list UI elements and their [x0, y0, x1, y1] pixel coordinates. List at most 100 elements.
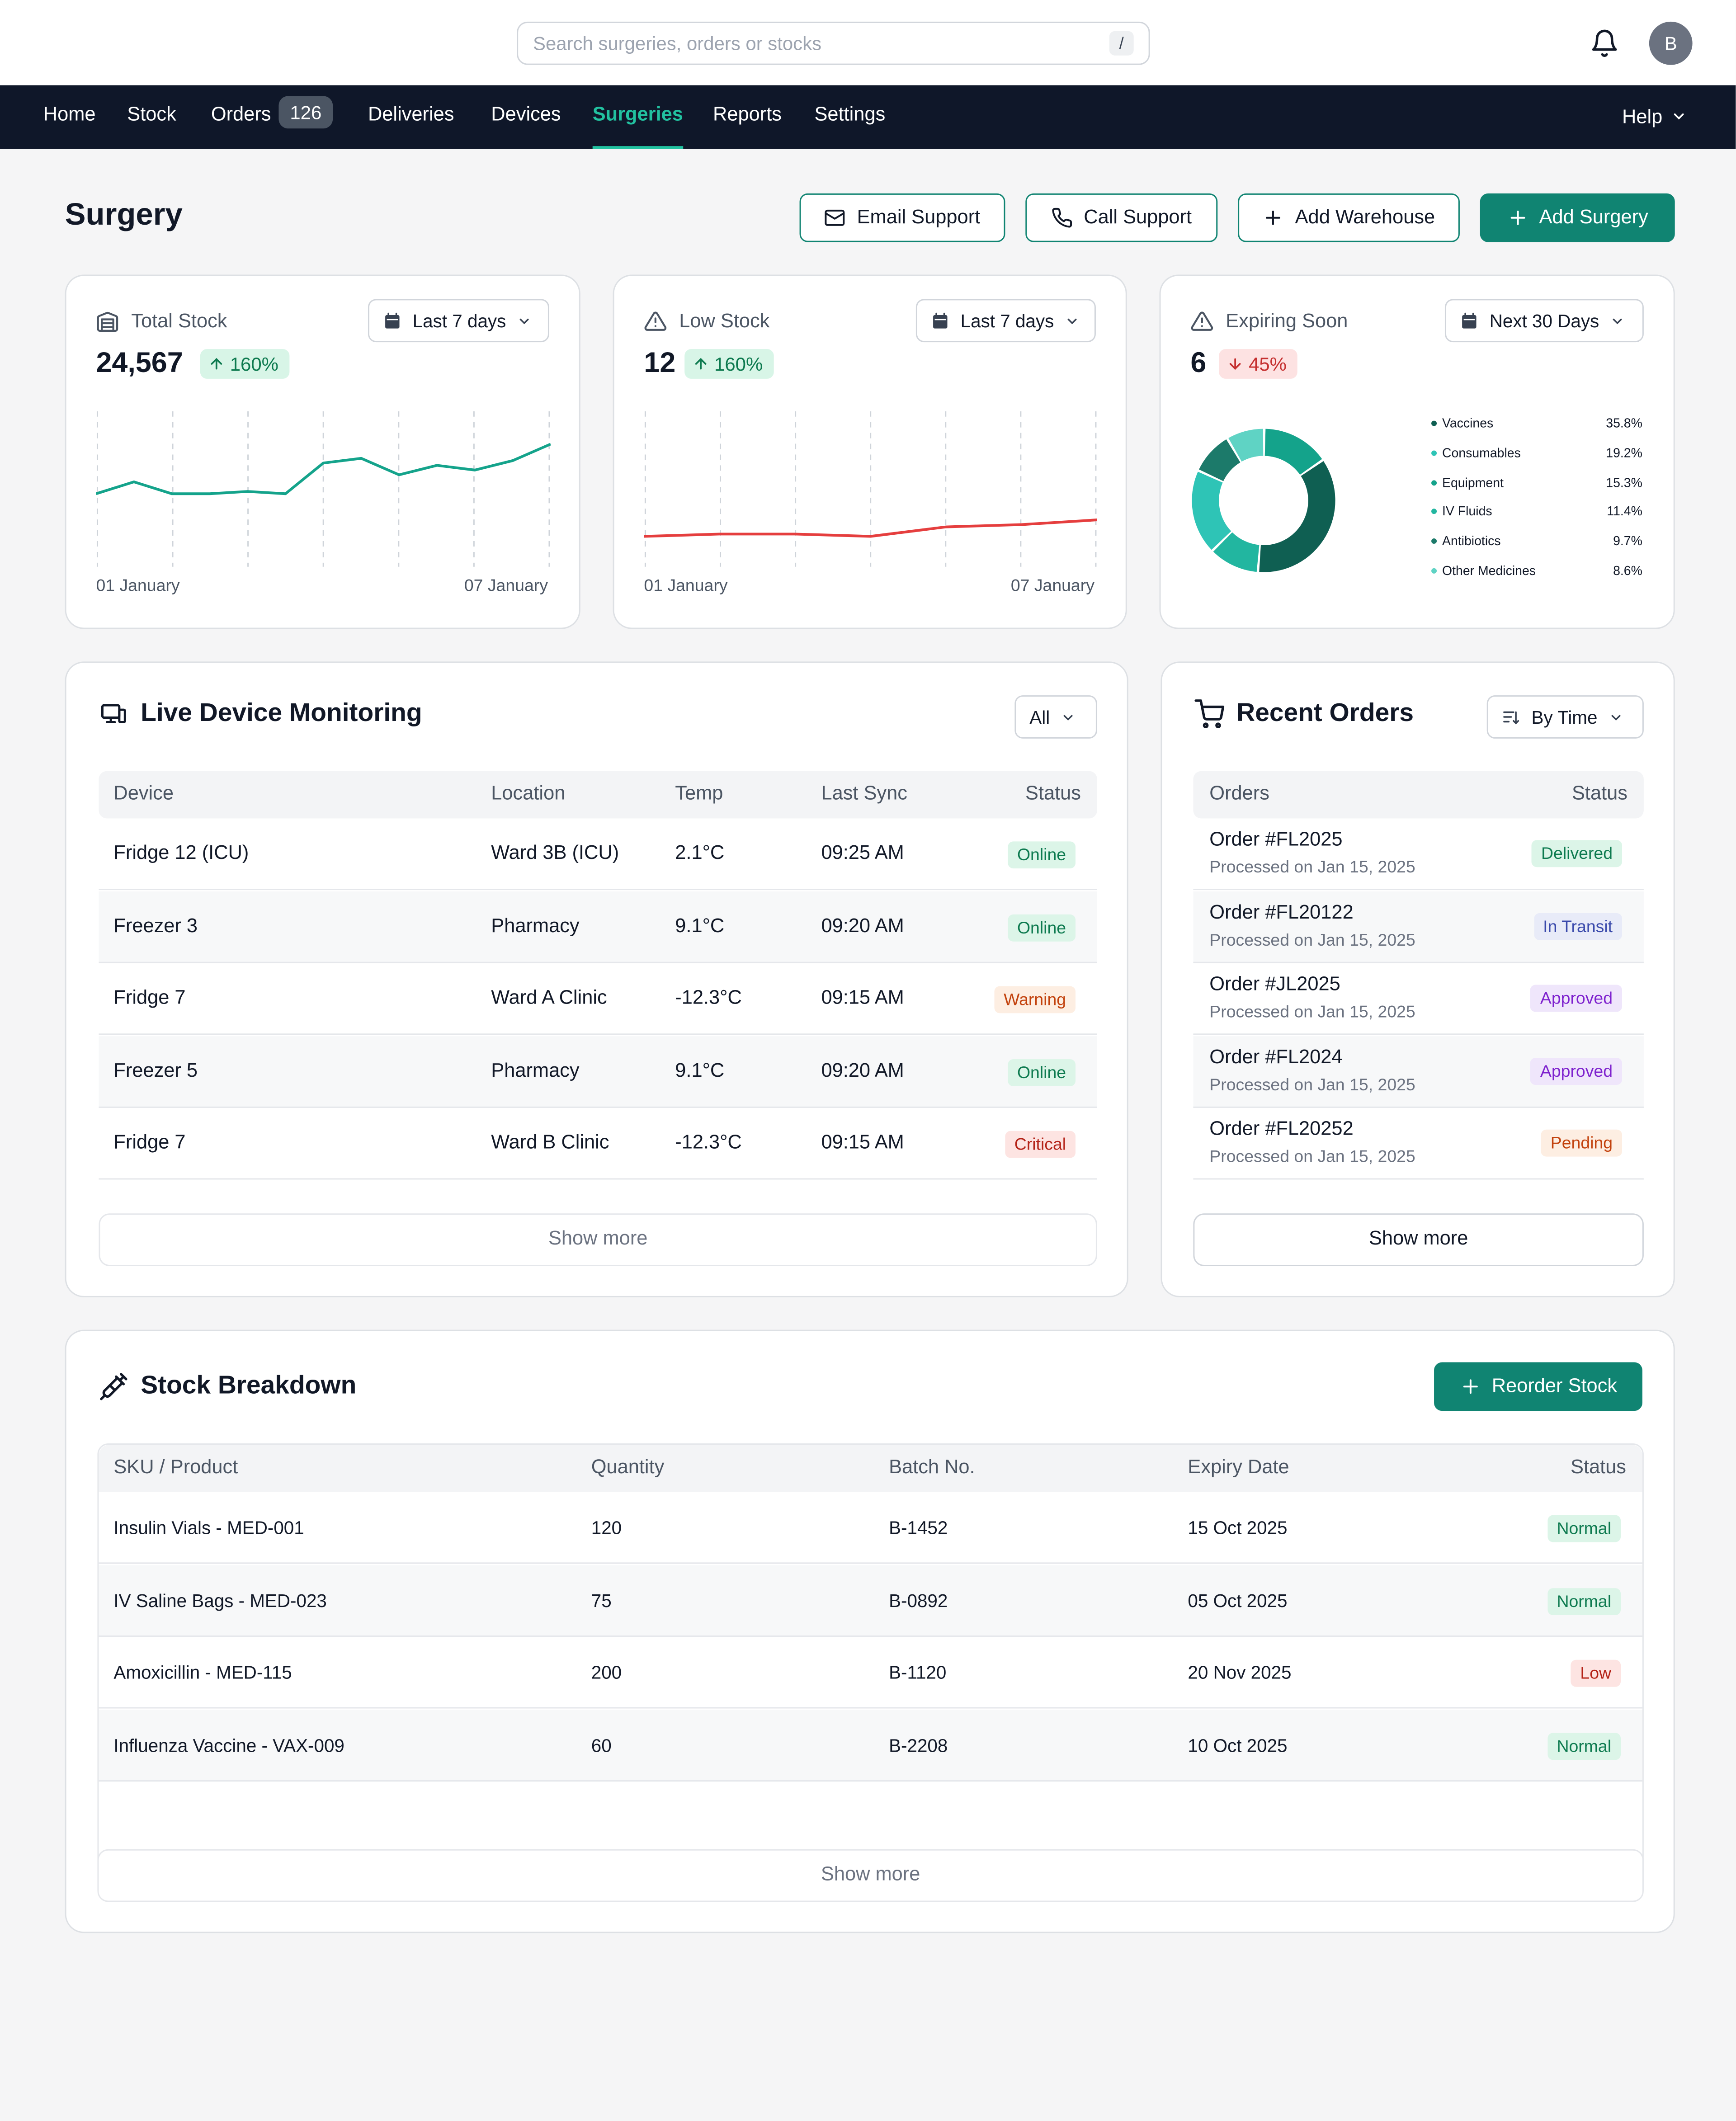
low-stock-range-dropdown[interactable]: Last 7 days [915, 299, 1096, 343]
device-last-sync: 09:25 AM [821, 843, 904, 865]
device-filter-value: All [1029, 707, 1050, 727]
device-monitoring-title: Live Device Monitoring [141, 699, 422, 728]
legend-item: Antibiotics 9.7% [1431, 535, 1642, 554]
plus-icon [1462, 1379, 1477, 1394]
device-status-badge: Online [1007, 841, 1076, 869]
devices-icon [101, 704, 126, 723]
orders-sort-dropdown[interactable]: By Time [1486, 695, 1644, 739]
legend-value: 8.6% [1613, 564, 1642, 579]
device-name: Fridge 12 (ICU) [113, 843, 249, 865]
nav-item-home[interactable]: Home [43, 104, 96, 126]
user-avatar[interactable]: B [1649, 21, 1693, 65]
arrow-up-icon [695, 358, 707, 370]
calendar-icon [385, 312, 400, 329]
stock-quantity: 200 [591, 1663, 622, 1683]
stock-table-row[interactable]: Influenza Vaccine - VAX-009 60 B-2208 10 Oc… [99, 1709, 1642, 1782]
device-name: Fridge 7 [113, 988, 186, 1009]
legend-item: Equipment 15.3% [1431, 476, 1642, 495]
order-row[interactable]: Order #JL2025 Processed on Jan 15, 2025 Ap… [1193, 963, 1644, 1035]
nav-item-deliveries[interactable]: Deliveries [368, 104, 454, 126]
nav-item-stock[interactable]: Stock [127, 104, 176, 126]
mail-icon [825, 209, 845, 226]
total-stock-x-start: 01 January [96, 576, 180, 595]
nav-item-orders[interactable]: Orders 126 [211, 85, 333, 149]
stock-table-row[interactable]: Amoxicillin - MED-115 200 B-1120 20 Nov 202… [99, 1637, 1642, 1709]
col-temp: Temp [675, 783, 723, 805]
order-row[interactable]: Order #FL20252 Processed on Jan 15, 2025 P… [1193, 1108, 1644, 1180]
total-stock-value: 24,567 [96, 348, 183, 379]
total-stock-line [96, 443, 551, 495]
stock-product: IV Saline Bags - MED-023 [113, 1590, 327, 1611]
stock-batch-no: B-0892 [889, 1590, 948, 1611]
donut-slice [1259, 461, 1335, 572]
device-table-row[interactable]: Freezer 5 Pharmacy 9.1°C 09:20 AM Online [99, 1036, 1097, 1108]
reorder-stock-button[interactable]: Reorder Stock [1434, 1362, 1642, 1411]
low-stock-card: Low Stock 12 160% Last 7 days 01 January… [613, 274, 1127, 629]
email-support-button[interactable]: Email Support [799, 193, 1005, 242]
nav-item-surgeries[interactable]: Surgeries [592, 85, 683, 149]
device-table-row[interactable]: Fridge 12 (ICU) Ward 3B (ICU) 2.1°C 09:25 A… [99, 818, 1097, 891]
device-filter-dropdown[interactable]: All [1014, 695, 1097, 739]
order-status-badge: Approved [1530, 985, 1623, 1012]
device-table-row[interactable]: Fridge 7 Ward A Clinic -12.3°C 09:15 AM Warn… [99, 963, 1097, 1035]
add-surgery-button[interactable]: Add Surgery [1480, 193, 1675, 242]
chevron-down-icon [1674, 113, 1684, 120]
legend-swatch [1431, 509, 1437, 515]
legend-value: 15.3% [1606, 476, 1642, 491]
low-stock-change-badge: 160% [684, 349, 774, 379]
legend-label: Vaccines [1442, 416, 1494, 432]
stock-batch-no: B-1452 [889, 1518, 948, 1538]
sort-icon [1503, 711, 1519, 725]
order-row[interactable]: Order #FL2025 Processed on Jan 15, 2025 De… [1193, 818, 1644, 891]
email-support-label: Email Support [857, 207, 981, 229]
recent-orders-title: Recent Orders [1236, 699, 1414, 728]
donut-slice [1199, 439, 1241, 481]
stock-table-row[interactable]: IV Saline Bags - MED-023 75 B-0892 05 Oct 2… [99, 1565, 1642, 1636]
stock-show-more-button[interactable]: Show more [97, 1849, 1644, 1902]
stock-table-row[interactable]: Insulin Vials - MED-001 120 B-1452 15 Oct 2… [99, 1492, 1642, 1564]
arrow-up-icon [211, 358, 222, 370]
cart-icon [1194, 699, 1225, 729]
expiring-soon-label-wrap: Expiring Soon [1190, 310, 1348, 333]
add-surgery-label: Add Surgery [1539, 207, 1648, 229]
low-stock-x-start: 01 January [644, 576, 728, 595]
low-stock-label-wrap: Low Stock [644, 310, 769, 333]
device-location: Ward A Clinic [491, 988, 607, 1009]
chevron-down-icon [1611, 714, 1620, 720]
alert-triangle-icon [644, 311, 667, 331]
bell-icon[interactable] [1590, 27, 1619, 60]
nav-item-reports[interactable]: Reports [713, 104, 782, 126]
expiring-soon-range-dropdown[interactable]: Next 30 Days [1444, 299, 1644, 343]
orders-show-more-button[interactable]: Show more [1193, 1213, 1644, 1266]
low-stock-sparkline [644, 411, 1097, 567]
legend-label: Consumables [1442, 446, 1521, 461]
stock-expiry-date: 15 Oct 2025 [1188, 1518, 1288, 1538]
order-row[interactable]: Order #FL20122 Processed on Jan 15, 2025 I… [1193, 891, 1644, 963]
help-menu[interactable]: Help [1622, 85, 1687, 149]
device-last-sync: 09:20 AM [821, 915, 904, 937]
device-table-row[interactable]: Fridge 7 Ward B Clinic -12.3°C 09:15 AM Crit… [99, 1108, 1097, 1180]
col-device: Device [113, 783, 174, 805]
devices-show-more-button[interactable]: Show more [99, 1213, 1097, 1266]
legend-value: 35.8% [1606, 416, 1642, 432]
device-temp: 2.1°C [675, 843, 725, 865]
col-last-sync: Last Sync [821, 783, 907, 805]
device-name: Fridge 7 [113, 1132, 186, 1155]
col-expiry-date: Expiry Date [1188, 1456, 1289, 1479]
search-input[interactable] [518, 23, 1086, 64]
nav-item-devices[interactable]: Devices [491, 104, 561, 126]
stock-batch-no: B-2208 [889, 1735, 948, 1756]
order-row[interactable]: Order #FL2024 Processed on Jan 15, 2025 Ap… [1193, 1036, 1644, 1108]
page-title: Surgery [65, 196, 183, 231]
call-support-button[interactable]: Call Support [1025, 193, 1218, 242]
total-stock-range-dropdown[interactable]: Last 7 days [368, 299, 549, 343]
device-table-row[interactable]: Freezer 3 Pharmacy 9.1°C 09:20 AM Online [99, 891, 1097, 963]
search-box[interactable]: / [517, 21, 1150, 65]
main-nav: Home Stock Orders 126 Deliveries Devices … [0, 85, 1736, 149]
stock-table-header: SKU / Product Quantity Batch No. Expiry … [99, 1444, 1642, 1492]
nav-item-settings[interactable]: Settings [814, 104, 886, 126]
legend-label: Equipment [1442, 476, 1504, 491]
device-temp: -12.3°C [675, 988, 742, 1009]
add-warehouse-button[interactable]: Add Warehouse [1238, 193, 1460, 242]
call-support-label: Call Support [1084, 207, 1192, 229]
